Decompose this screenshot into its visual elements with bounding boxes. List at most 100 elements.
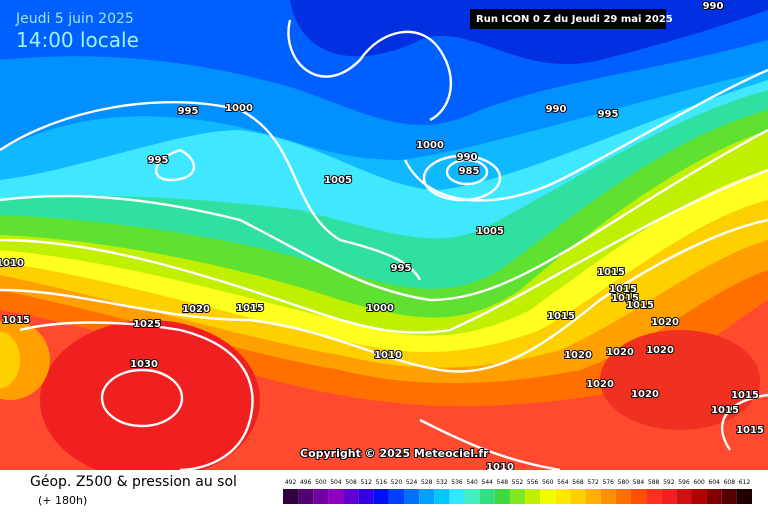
scale-label: 520	[391, 479, 403, 486]
isobar-label: 990	[546, 104, 567, 115]
run-box	[470, 9, 666, 29]
scale-swatch	[358, 489, 374, 504]
scale-swatch	[721, 489, 737, 504]
isobar-label: 1010	[374, 350, 402, 361]
scale-swatch	[585, 489, 601, 504]
isobar-label: 1005	[324, 175, 352, 186]
isobar-label: 1020	[564, 350, 592, 361]
run-info: Run ICON 0 Z du Jeudi 29 mai 2025	[476, 14, 673, 25]
scale-label: 508	[345, 479, 357, 486]
scale-swatch	[404, 489, 420, 504]
isobar-label: 1015	[626, 300, 654, 311]
scale-swatch	[646, 489, 662, 504]
isobar-label: 995	[148, 155, 169, 166]
scale-label: 500	[315, 479, 327, 486]
scale-swatch	[298, 489, 314, 504]
scale-label: 492	[285, 479, 297, 486]
scale-label: 572	[587, 479, 599, 486]
scale-label: 600	[693, 479, 705, 486]
scale-label: 524	[406, 479, 418, 486]
isobar-label: 1020	[182, 304, 210, 315]
scale-label: 592	[663, 479, 675, 486]
scale-swatch	[525, 489, 541, 504]
footer-lead: (+ 180h)	[38, 494, 87, 507]
scale-label: 580	[618, 479, 630, 486]
isobar-label: 995	[391, 263, 412, 274]
scale-label: 504	[330, 479, 342, 486]
map-field	[0, 0, 768, 470]
isobar-label: 995	[598, 109, 619, 120]
scale-swatch	[494, 489, 510, 504]
isobar-label: 1015	[547, 311, 575, 322]
scale-label: 612	[739, 479, 751, 486]
scale-swatch	[555, 489, 571, 504]
scale-swatch	[600, 489, 616, 504]
isobar-label: 1015	[711, 405, 739, 416]
scale-label: 596	[678, 479, 690, 486]
scale-swatch	[464, 489, 480, 504]
scale-swatch	[736, 489, 752, 504]
valid-time: 14:00 locale	[16, 28, 139, 52]
scale-label: 496	[300, 479, 312, 486]
isobar-label: 1020	[586, 379, 614, 390]
scale-swatch	[630, 489, 647, 504]
isobar-label: 1020	[651, 317, 679, 328]
scale-label: 552	[512, 479, 524, 486]
scale-swatch	[388, 489, 405, 504]
footer-title: Géop. Z500 & pression au sol	[30, 474, 237, 490]
scale-swatch	[509, 489, 526, 504]
copyright: Copyright © 2025 Meteociel.fr	[300, 447, 489, 460]
scale-swatch	[540, 489, 556, 504]
scale-label: 588	[648, 479, 660, 486]
scale-swatch	[283, 489, 299, 504]
scale-swatch	[449, 489, 465, 504]
isobar-label: 1000	[416, 140, 444, 151]
isobar-label: 1025	[133, 319, 161, 330]
scale-swatch	[706, 489, 722, 504]
scale-swatch	[570, 489, 586, 504]
isobar-label: 985	[459, 166, 480, 177]
scale-label: 532	[436, 479, 448, 486]
scale-swatch	[691, 489, 707, 504]
isobar-label: 990	[457, 152, 478, 163]
scale-label: 556	[527, 479, 539, 486]
scale-label: 604	[708, 479, 720, 486]
isobar-label: 1005	[476, 226, 504, 237]
scale-swatch	[676, 489, 692, 504]
isobar-label: 1000	[225, 103, 253, 114]
isobar-label: 1030	[130, 359, 158, 370]
scale-swatch	[434, 489, 450, 504]
scale-label: 608	[724, 479, 736, 486]
scale-swatch	[373, 489, 389, 504]
color-scale: 492 496 500 504 508 512 516 520 524 528 532 536 540 5…	[283, 479, 752, 504]
isobar-label: 1000	[366, 303, 394, 314]
scale-label: 548	[497, 479, 509, 486]
scale-swatch	[661, 489, 677, 504]
isobar-label: 1015	[597, 267, 625, 278]
scale-label: 516	[376, 479, 388, 486]
scale-label: 568	[572, 479, 584, 486]
isobar-label: 1020	[631, 389, 659, 400]
isobar-label: 1020	[606, 347, 634, 358]
isobar-label: 990	[703, 1, 724, 12]
isobar-label: 1015	[611, 293, 639, 304]
isobar-label: 1015	[236, 303, 264, 314]
scale-label: 536	[451, 479, 463, 486]
isobar-label: 1015	[731, 390, 759, 401]
scale-label: 560	[542, 479, 554, 486]
scale-label: 564	[557, 479, 569, 486]
scale-label: 528	[421, 479, 433, 486]
isobar-label: 1015	[2, 315, 30, 326]
scale-label: 576	[603, 479, 615, 486]
isobar-label: 1015	[736, 425, 764, 436]
scale-swatch	[615, 489, 631, 504]
scale-label: 512	[360, 479, 372, 486]
scale-swatch	[419, 489, 435, 504]
isobar-label: 1020	[646, 345, 674, 356]
valid-date: Jeudi 5 juin 2025	[15, 11, 134, 27]
scale-label: 544	[482, 479, 494, 486]
isobar-label: 995	[178, 106, 199, 117]
isobar-label: 1015	[609, 284, 637, 295]
scale-label: 584	[633, 479, 645, 486]
